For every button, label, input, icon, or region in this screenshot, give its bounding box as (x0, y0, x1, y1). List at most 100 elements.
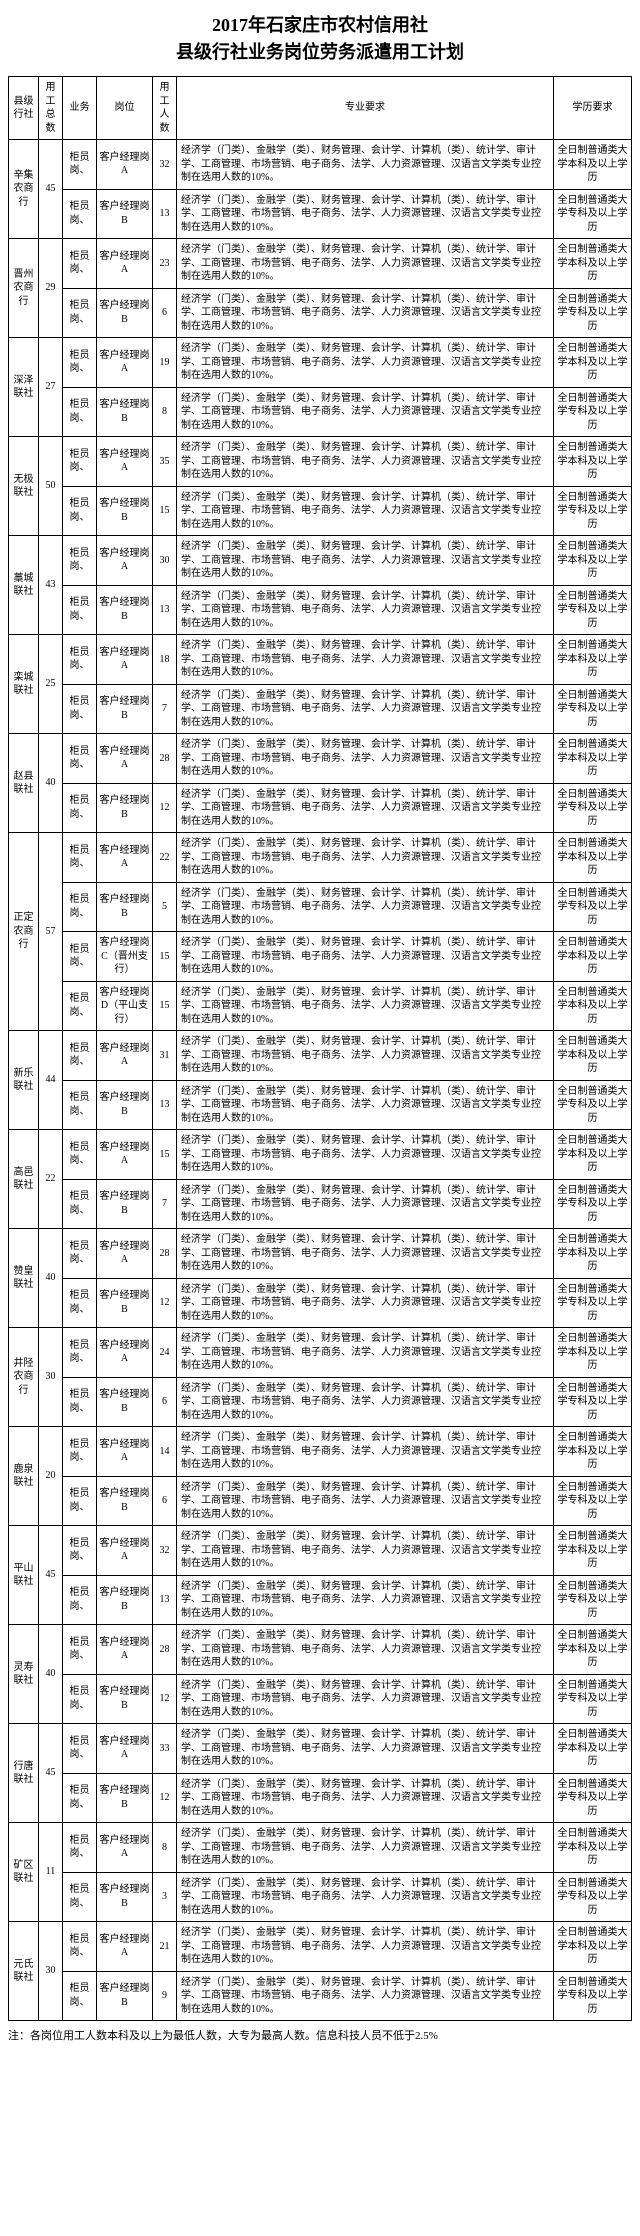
cell-major: 经济学（门类）、金融学（类）、财务管理、会计学、计算机（类）、统计学、审计学、工… (177, 684, 554, 734)
cell-total: 25 (39, 635, 63, 734)
table-row: 正定农商行57柜员岗、客户经理岗A22经济学（门类）、金融学（类）、财务管理、会… (9, 833, 632, 883)
cell-branch: 平山联社 (9, 1526, 39, 1625)
cell-total: 45 (39, 1526, 63, 1625)
cell-major: 经济学（门类）、金融学（类）、财务管理、会计学、计算机（类）、统计学、审计学、工… (177, 783, 554, 833)
cell-count: 8 (153, 387, 177, 437)
cell-major: 经济学（门类）、金融学（类）、财务管理、会计学、计算机（类）、统计学、审计学、工… (177, 1674, 554, 1724)
table-row: 鹿泉联社20柜员岗、客户经理岗A14经济学（门类）、金融学（类）、财务管理、会计… (9, 1427, 632, 1477)
cell-count: 13 (153, 189, 177, 239)
cell-pos: 客户经理岗A (97, 1526, 153, 1576)
table-row: 柜员岗、客户经理岗B12经济学（门类）、金融学（类）、财务管理、会计学、计算机（… (9, 1278, 632, 1328)
cell-count: 5 (153, 882, 177, 932)
cell-count: 6 (153, 1476, 177, 1526)
cell-biz: 柜员岗、 (63, 1724, 97, 1774)
table-row: 柜员岗、客户经理岗B6经济学（门类）、金融学（类）、财务管理、会计学、计算机（类… (9, 1377, 632, 1427)
cell-edu: 全日制普通类大学专科及以上学历 (554, 585, 632, 635)
cell-edu: 全日制普通类大学本科及以上学历 (554, 437, 632, 487)
cell-pos: 客户经理岗B (97, 1674, 153, 1724)
cell-major: 经济学（门类）、金融学（类）、财务管理、会计学、计算机（类）、统计学、审计学、工… (177, 1773, 554, 1823)
cell-pos: 客户经理岗B (97, 1575, 153, 1625)
cell-total: 22 (39, 1130, 63, 1229)
cell-branch: 高邑联社 (9, 1130, 39, 1229)
cell-edu: 全日制普通类大学专科及以上学历 (554, 486, 632, 536)
cell-branch: 赵县联社 (9, 734, 39, 833)
table-row: 柜员岗、客户经理岗B12经济学（门类）、金融学（类）、财务管理、会计学、计算机（… (9, 1773, 632, 1823)
cell-major: 经济学（门类）、金融学（类）、财务管理、会计学、计算机（类）、统计学、审计学、工… (177, 585, 554, 635)
cell-pos: 客户经理岗C（晋州支行） (97, 932, 153, 982)
cell-pos: 客户经理岗A (97, 140, 153, 190)
cell-major: 经济学（门类）、金融学（类）、财务管理、会计学、计算机（类）、统计学、审计学、工… (177, 1575, 554, 1625)
cell-edu: 全日制普通类大学本科及以上学历 (554, 1526, 632, 1576)
cell-biz: 柜员岗、 (63, 585, 97, 635)
cell-branch: 井陉农商行 (9, 1328, 39, 1427)
cell-count: 7 (153, 684, 177, 734)
cell-count: 6 (153, 288, 177, 338)
cell-biz: 柜员岗、 (63, 1229, 97, 1279)
cell-count: 6 (153, 1377, 177, 1427)
cell-count: 28 (153, 1229, 177, 1279)
cell-biz: 柜员岗、 (63, 1773, 97, 1823)
cell-pos: 客户经理岗B (97, 486, 153, 536)
cell-major: 经济学（门类）、金融学（类）、财务管理、会计学、计算机（类）、统计学、审计学、工… (177, 1080, 554, 1130)
cell-edu: 全日制普通类大学本科及以上学历 (554, 338, 632, 388)
cell-count: 13 (153, 585, 177, 635)
cell-major: 经济学（门类）、金融学（类）、财务管理、会计学、计算机（类）、统计学、审计学、工… (177, 387, 554, 437)
cell-major: 经济学（门类）、金融学（类）、财务管理、会计学、计算机（类）、统计学、审计学、工… (177, 1971, 554, 2021)
cell-total: 30 (39, 1328, 63, 1427)
cell-major: 经济学（门类）、金融学（类）、财务管理、会计学、计算机（类）、统计学、审计学、工… (177, 981, 554, 1031)
cell-edu: 全日制普通类大学专科及以上学历 (554, 387, 632, 437)
table-row: 柜员岗、客户经理岗B5经济学（门类）、金融学（类）、财务管理、会计学、计算机（类… (9, 882, 632, 932)
cell-total: 40 (39, 1229, 63, 1328)
cell-pos: 客户经理岗B (97, 1080, 153, 1130)
cell-count: 3 (153, 1872, 177, 1922)
cell-major: 经济学（门类）、金融学（类）、财务管理、会计学、计算机（类）、统计学、审计学、工… (177, 833, 554, 883)
cell-pos: 客户经理岗B (97, 189, 153, 239)
cell-biz: 柜员岗、 (63, 1971, 97, 2021)
table-row: 柜员岗、客户经理岗B12经济学（门类）、金融学（类）、财务管理、会计学、计算机（… (9, 1674, 632, 1724)
cell-pos: 客户经理岗A (97, 833, 153, 883)
cell-count: 7 (153, 1179, 177, 1229)
cell-count: 32 (153, 1526, 177, 1576)
cell-branch: 赞皇联社 (9, 1229, 39, 1328)
cell-pos: 客户经理岗A (97, 437, 153, 487)
cell-major: 经济学（门类）、金融学（类）、财务管理、会计学、计算机（类）、统计学、审计学、工… (177, 338, 554, 388)
table-row: 柜员岗、客户经理岗B3经济学（门类）、金融学（类）、财务管理、会计学、计算机（类… (9, 1872, 632, 1922)
page-title: 2017年石家庄市农村信用社 县级行社业务岗位劳务派遣用工计划 (8, 12, 632, 66)
cell-pos: 客户经理岗B (97, 1971, 153, 2021)
cell-biz: 柜员岗、 (63, 1526, 97, 1576)
cell-biz: 柜员岗、 (63, 1476, 97, 1526)
col-branch: 县级行社 (9, 77, 39, 140)
table-row: 行唐联社45柜员岗、客户经理岗A33经济学（门类）、金融学（类）、财务管理、会计… (9, 1724, 632, 1774)
cell-pos: 客户经理岗B (97, 1377, 153, 1427)
cell-branch: 元氏联社 (9, 1922, 39, 2021)
cell-biz: 柜员岗、 (63, 833, 97, 883)
cell-branch: 正定农商行 (9, 833, 39, 1031)
cell-pos: 客户经理岗B (97, 684, 153, 734)
cell-major: 经济学（门类）、金融学（类）、财务管理、会计学、计算机（类）、统计学、审计学、工… (177, 1229, 554, 1279)
cell-edu: 全日制普通类大学本科及以上学历 (554, 1130, 632, 1180)
cell-edu: 全日制普通类大学专科及以上学历 (554, 1377, 632, 1427)
table-row: 柜员岗、客户经理岗B8经济学（门类）、金融学（类）、财务管理、会计学、计算机（类… (9, 387, 632, 437)
cell-biz: 柜员岗、 (63, 734, 97, 784)
table-row: 晋州农商行29柜员岗、客户经理岗A23经济学（门类）、金融学（类）、财务管理、会… (9, 239, 632, 289)
cell-edu: 全日制普通类大学本科及以上学历 (554, 1229, 632, 1279)
cell-count: 12 (153, 1674, 177, 1724)
cell-biz: 柜员岗、 (63, 140, 97, 190)
cell-count: 15 (153, 981, 177, 1031)
cell-count: 14 (153, 1427, 177, 1477)
cell-pos: 客户经理岗A (97, 1130, 153, 1180)
cell-branch: 辛集农商行 (9, 140, 39, 239)
cell-total: 50 (39, 437, 63, 536)
cell-major: 经济学（门类）、金融学（类）、财务管理、会计学、计算机（类）、统计学、审计学、工… (177, 1823, 554, 1873)
cell-edu: 全日制普通类大学专科及以上学历 (554, 1179, 632, 1229)
cell-biz: 柜员岗、 (63, 189, 97, 239)
table-row: 柜员岗、客户经理岗B15经济学（门类）、金融学（类）、财务管理、会计学、计算机（… (9, 486, 632, 536)
cell-count: 30 (153, 536, 177, 586)
cell-biz: 柜员岗、 (63, 1328, 97, 1378)
cell-major: 经济学（门类）、金融学（类）、财务管理、会计学、计算机（类）、统计学、审计学、工… (177, 734, 554, 784)
cell-total: 30 (39, 1922, 63, 2021)
cell-edu: 全日制普通类大学专科及以上学历 (554, 1575, 632, 1625)
cell-count: 12 (153, 1278, 177, 1328)
cell-pos: 客户经理岗B (97, 1773, 153, 1823)
cell-pos: 客户经理岗B (97, 1476, 153, 1526)
